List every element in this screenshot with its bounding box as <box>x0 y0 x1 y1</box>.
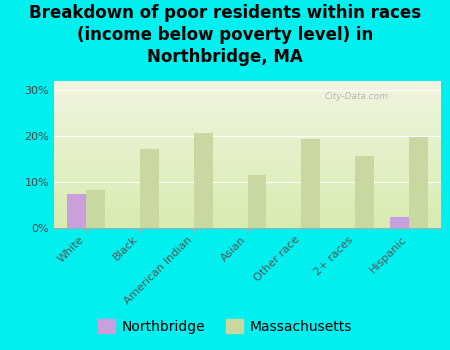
Bar <box>248 175 266 228</box>
Bar <box>301 139 320 228</box>
Bar <box>140 149 159 228</box>
Text: City-Data.com: City-Data.com <box>325 92 389 101</box>
Text: Breakdown of poor residents within races
(income below poverty level) in
Northbr: Breakdown of poor residents within races… <box>29 4 421 66</box>
Bar <box>194 133 212 228</box>
Bar <box>68 195 86 228</box>
Bar <box>390 217 409 228</box>
Legend: Northbridge, Massachusetts: Northbridge, Massachusetts <box>92 314 358 340</box>
Bar <box>86 190 105 228</box>
Bar <box>355 156 374 228</box>
Bar <box>409 136 428 228</box>
